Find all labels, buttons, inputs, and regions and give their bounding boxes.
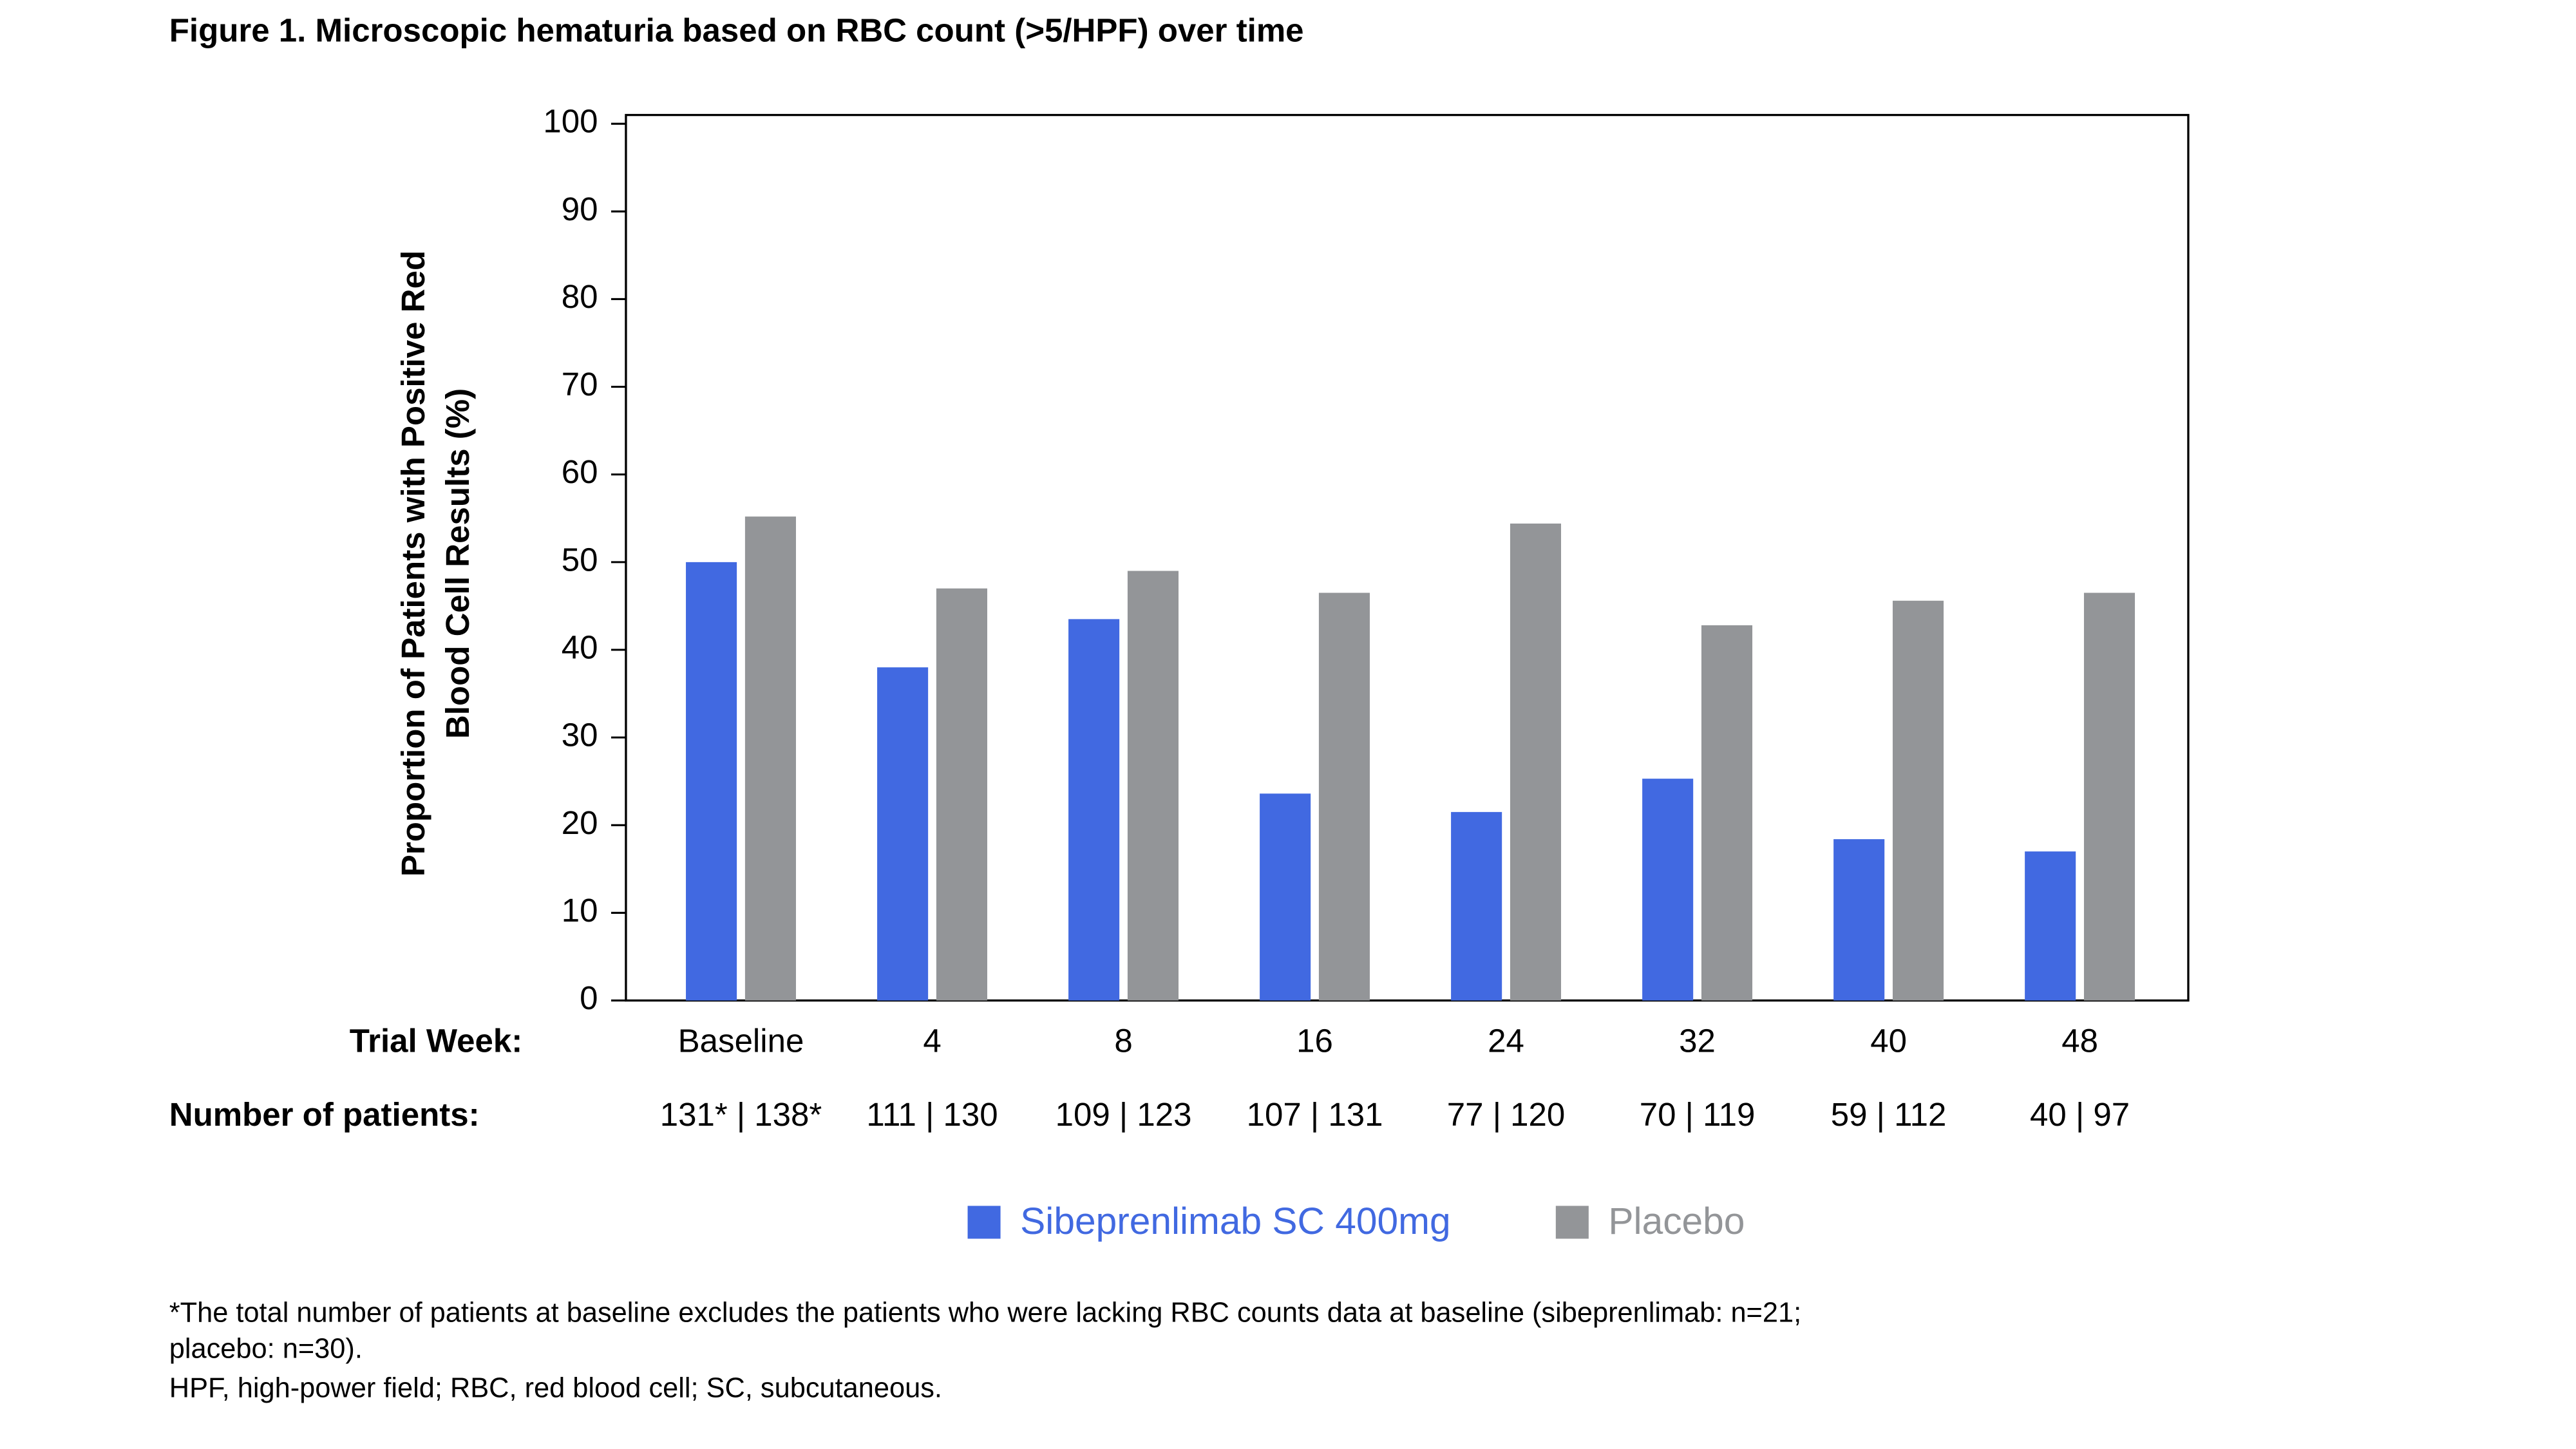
x-axis-label: Trial Week:: [350, 1022, 522, 1059]
patient-count: 40 | 97: [2030, 1096, 2130, 1133]
bar: [877, 667, 929, 1001]
patient-count: 70 | 119: [1640, 1096, 1756, 1133]
bar: [936, 588, 987, 1001]
patient-count: 109 | 123: [1056, 1096, 1192, 1133]
x-tick-label: 48: [2061, 1022, 2098, 1059]
y-tick-label: 80: [562, 278, 598, 315]
plot-frame: [625, 113, 2190, 1002]
x-tick-label: 40: [1870, 1022, 1907, 1059]
x-tick-label: Baseline: [678, 1022, 804, 1059]
y-tick-label: 90: [562, 191, 598, 227]
y-tick-label: 20: [562, 804, 598, 841]
bar: [2083, 592, 2136, 1001]
x-tick-label: 8: [1114, 1022, 1132, 1059]
y-tick-label: 60: [562, 453, 598, 490]
patient-count: 107 | 131: [1247, 1096, 1383, 1133]
bar: [1068, 619, 1120, 1001]
bar: [1510, 523, 1562, 1001]
y-tick-label: 50: [562, 541, 598, 578]
patients-label: Number of patients:: [169, 1096, 480, 1133]
bar: [686, 562, 737, 1001]
legend-swatch: [967, 1206, 1001, 1239]
bar: [1833, 839, 1885, 1001]
patient-count: 111 | 130: [866, 1096, 998, 1133]
y-tick-label: 70: [562, 366, 598, 402]
patient-count: 131* | 138*: [660, 1096, 822, 1133]
y-tick-label: 100: [543, 103, 598, 140]
bar: [744, 516, 796, 1001]
bar: [1701, 625, 1753, 1001]
x-tick-label: 32: [1679, 1022, 1716, 1059]
footnote: HPF, high-power field; RBC, red blood ce…: [169, 1373, 942, 1404]
y-tick-label: 40: [562, 629, 598, 666]
bar: [1642, 779, 1694, 1001]
bar: [1260, 793, 1311, 1001]
chart-title: Figure 1. Microscopic hematuria based on…: [169, 12, 1304, 49]
y-axis-label: Proportion of Patients with Positive Red…: [395, 251, 476, 876]
y-tick-label: 30: [562, 717, 598, 753]
footnote: *The total number of patients at baselin…: [169, 1297, 1801, 1328]
bar: [1892, 600, 1944, 1001]
legend-label: Sibeprenlimab SC 400mg: [1020, 1200, 1450, 1242]
bar: [1318, 592, 1370, 1001]
y-tick-label: 10: [562, 892, 598, 929]
legend-label: Placebo: [1608, 1200, 1745, 1242]
y-axis-label-line: Proportion of Patients with Positive Red: [395, 251, 431, 876]
patient-count: 77 | 120: [1447, 1096, 1565, 1133]
bar: [1451, 811, 1502, 1001]
x-tick-label: 24: [1488, 1022, 1524, 1059]
y-tick-label: 0: [580, 980, 598, 1016]
legend-swatch: [1555, 1206, 1589, 1239]
x-tick-label: 16: [1296, 1022, 1333, 1059]
x-tick-label: 4: [923, 1022, 941, 1059]
bar: [2025, 851, 2076, 1001]
patient-count: 59 | 112: [1831, 1096, 1947, 1133]
bar: [1127, 571, 1179, 1001]
y-axis-label-line: Blood Cell Results (%): [439, 388, 476, 739]
footnote: placebo: n=30).: [169, 1333, 363, 1364]
